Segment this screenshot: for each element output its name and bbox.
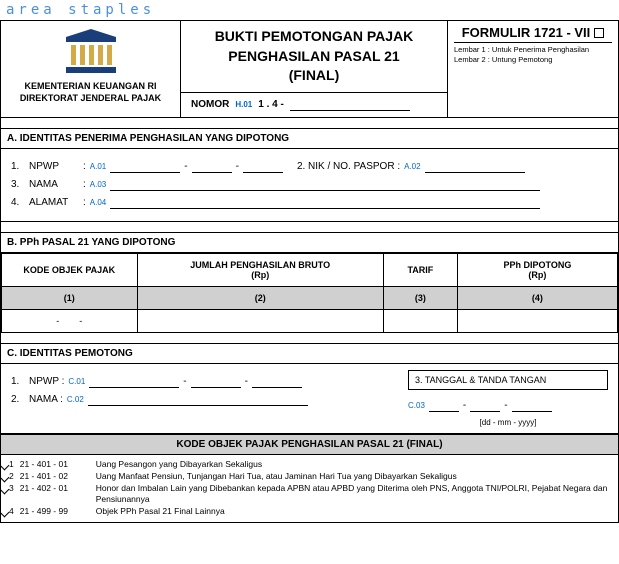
c-date-code: C.03 bbox=[408, 401, 425, 410]
kode-code: 21 - 402 - 01 bbox=[20, 483, 90, 507]
c-npwp-label: NPWP : bbox=[29, 376, 64, 387]
th-kode: KODE OBJEK PAJAK bbox=[2, 253, 138, 286]
c-nama-code: C.02 bbox=[67, 395, 84, 404]
alamat-num: 4. bbox=[11, 197, 25, 208]
section-a-title: A. IDENTITAS PENERIMA PENGHASILAN YANG D… bbox=[1, 128, 618, 149]
c-npwp-input-2[interactable] bbox=[191, 376, 241, 388]
kode-item: 121 - 401 - 01 Uang Pesangon yang Dibaya… bbox=[9, 459, 610, 471]
c-npwp-input-1[interactable] bbox=[89, 376, 179, 388]
cell-kode[interactable]: - - bbox=[2, 309, 138, 332]
kode-desc: Objek PPh Pasal 21 Final Lainnya bbox=[96, 506, 225, 518]
th-tarif: TARIF bbox=[383, 253, 457, 286]
lembar2: Lembar 2 : Untung Pemotong bbox=[454, 55, 612, 65]
c-npwp-input-3[interactable] bbox=[252, 376, 302, 388]
date-hint: [dd - mm - yyyy] bbox=[408, 418, 608, 427]
kode-code: 21 - 401 - 02 bbox=[20, 471, 90, 483]
alamat-label: ALAMAT bbox=[29, 197, 79, 208]
npwp-row: 1. NPWP: A.01 - - 2. NIK / NO. PASPOR : … bbox=[11, 161, 608, 173]
c-nama-num: 2. bbox=[11, 394, 25, 405]
nomor-prefix: 1 . 4 - bbox=[258, 99, 284, 110]
section-c-title: C. IDENTITAS PEMOTONG bbox=[1, 343, 618, 364]
c-nama-label: NAMA : bbox=[29, 394, 63, 405]
title-line2: PENGHASILAN PASAL 21 bbox=[187, 47, 441, 67]
c-npwp-code: C.01 bbox=[68, 377, 85, 386]
kode-item: 421 - 499 - 99 Objek PPh Pasal 21 Final … bbox=[9, 506, 610, 518]
ministry-line2: DIREKTORAT JENDERAL PAJAK bbox=[7, 93, 174, 105]
date-mm[interactable] bbox=[470, 400, 500, 412]
npwp-code: A.01 bbox=[90, 162, 106, 171]
form-code: FORMULIR 1721 - VII bbox=[462, 25, 591, 40]
title-line3: (FINAL) bbox=[187, 66, 441, 86]
npwp-input-1[interactable] bbox=[110, 161, 180, 173]
table-data-row: - - bbox=[2, 309, 618, 332]
section-a-body: 1. NPWP: A.01 - - 2. NIK / NO. PASPOR : … bbox=[1, 149, 618, 222]
nama-code: A.03 bbox=[90, 180, 106, 189]
npwp-input-3[interactable] bbox=[243, 161, 283, 173]
section-c-body: 1. NPWP : C.01 - - 2. NAMA : C.02 3. TAN… bbox=[1, 364, 618, 434]
cell-bruto[interactable] bbox=[137, 309, 383, 332]
th-dipotong: PPh DIPOTONG (Rp) bbox=[457, 253, 617, 286]
title-cell: BUKTI PEMOTONGAN PAJAK PENGHASILAN PASAL… bbox=[181, 21, 448, 117]
nomor-row: NOMOR H.01 1 . 4 - bbox=[181, 93, 447, 117]
kode-desc: Uang Manfaat Pensiun, Tunjangan Hari Tua… bbox=[96, 471, 457, 483]
colnum-1: (1) bbox=[2, 286, 138, 309]
c-npwp-num: 1. bbox=[11, 376, 25, 387]
ministry-line1: KEMENTERIAN KEUANGAN RI bbox=[7, 81, 174, 93]
alamat-input[interactable] bbox=[110, 197, 540, 209]
colnum-4: (4) bbox=[457, 286, 617, 309]
kode-code: 21 - 499 - 99 bbox=[20, 506, 90, 518]
section-b-title: B. PPh PASAL 21 YANG DIPOTONG bbox=[1, 232, 618, 253]
nama-label: NAMA bbox=[29, 179, 79, 190]
nik-code: A.02 bbox=[404, 162, 420, 171]
header-row: KEMENTERIAN KEUANGAN RI DIREKTORAT JENDE… bbox=[1, 21, 618, 118]
c-nama-input[interactable] bbox=[88, 394, 308, 406]
c-npwp-row: 1. NPWP : C.01 - - bbox=[11, 376, 398, 388]
nama-row: 3. NAMA: A.03 bbox=[11, 179, 608, 191]
signature-box: 3. TANGGAL & TANDA TANGAN bbox=[408, 370, 608, 390]
npwp-label: NPWP bbox=[29, 161, 79, 172]
lembar1: Lembar 1 : Untuk Penerima Penghasilan bbox=[454, 45, 612, 55]
staples-text: area staples bbox=[0, 0, 619, 20]
kode-desc: Uang Pesangon yang Dibayarkan Sekaligus bbox=[96, 459, 262, 471]
nik-input[interactable] bbox=[425, 161, 525, 173]
c-nama-row: 2. NAMA : C.02 bbox=[11, 394, 398, 406]
table-colnum-row: (1) (2) (3) (4) bbox=[2, 286, 618, 309]
nomor-code: H.01 bbox=[235, 100, 252, 109]
kode-list: 121 - 401 - 01 Uang Pesangon yang Dibaya… bbox=[1, 455, 618, 522]
kode-code: 21 - 401 - 01 bbox=[20, 459, 90, 471]
npwp-input-2[interactable] bbox=[192, 161, 232, 173]
npwp-num: 1. bbox=[11, 161, 25, 172]
alamat-row: 4. ALAMAT: A.04 bbox=[11, 197, 608, 209]
cell-tarif[interactable] bbox=[383, 309, 457, 332]
tanggal-label: 3. TANGGAL & TANDA TANGAN bbox=[415, 375, 601, 385]
kode-section-title: KODE OBJEK PAJAK PENGHASILAN PASAL 21 (F… bbox=[1, 434, 618, 455]
kode-item: 221 - 401 - 02 Uang Manfaat Pensiun, Tun… bbox=[9, 471, 610, 483]
date-dd[interactable] bbox=[429, 400, 459, 412]
nama-num: 3. bbox=[11, 179, 25, 190]
form-container: KEMENTERIAN KEUANGAN RI DIREKTORAT JENDE… bbox=[0, 20, 619, 523]
title-line1: BUKTI PEMOTONGAN PAJAK bbox=[187, 27, 441, 47]
c-date-row: C.03 - - bbox=[408, 400, 608, 412]
logo-cell: KEMENTERIAN KEUANGAN RI DIREKTORAT JENDE… bbox=[1, 21, 181, 117]
nama-input[interactable] bbox=[110, 179, 540, 191]
ministry-logo-icon bbox=[61, 27, 121, 77]
kode-desc: Honor dan Imbalan Lain yang Dibebankan k… bbox=[96, 483, 610, 507]
colnum-2: (2) bbox=[137, 286, 383, 309]
nomor-label: NOMOR bbox=[191, 99, 229, 110]
date-yyyy[interactable] bbox=[512, 400, 552, 412]
cell-dipotong[interactable] bbox=[457, 309, 617, 332]
nik-label: 2. NIK / NO. PASPOR : bbox=[297, 161, 400, 172]
table-header-row: KODE OBJEK PAJAK JUMLAH PENGHASILAN BRUT… bbox=[2, 253, 618, 286]
form-title: BUKTI PEMOTONGAN PAJAK PENGHASILAN PASAL… bbox=[181, 21, 447, 93]
kode-item: 321 - 402 - 01 Honor dan Imbalan Lain ya… bbox=[9, 483, 610, 507]
alamat-code: A.04 bbox=[90, 198, 106, 207]
pph-table: KODE OBJEK PAJAK JUMLAH PENGHASILAN BRUT… bbox=[1, 253, 618, 333]
form-code-cell: FORMULIR 1721 - VII Lembar 1 : Untuk Pen… bbox=[448, 21, 618, 117]
nomor-input[interactable] bbox=[290, 99, 410, 111]
lembar-box-icon bbox=[594, 28, 604, 38]
th-bruto: JUMLAH PENGHASILAN BRUTO (Rp) bbox=[137, 253, 383, 286]
colnum-3: (3) bbox=[383, 286, 457, 309]
